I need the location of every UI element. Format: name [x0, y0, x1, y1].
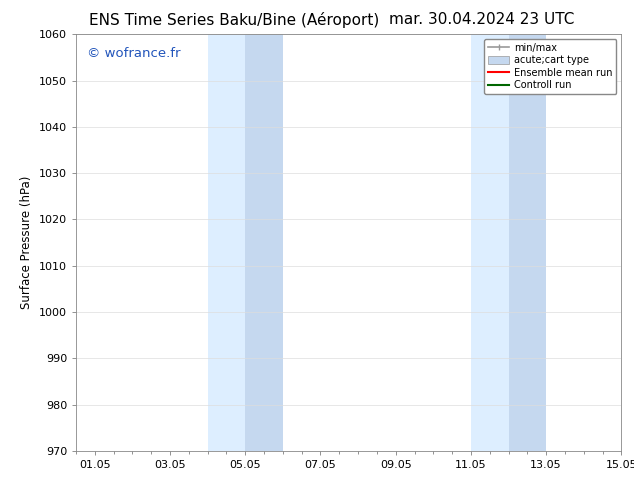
Bar [471, 34, 546, 451]
Text: © wofrance.fr: © wofrance.fr [87, 47, 181, 60]
Bar [208, 34, 283, 451]
Bar [245, 34, 283, 451]
Y-axis label: Surface Pressure (hPa): Surface Pressure (hPa) [20, 176, 34, 309]
Bar [508, 34, 546, 451]
Text: mar. 30.04.2024 23 UTC: mar. 30.04.2024 23 UTC [389, 12, 574, 27]
Legend: min/max, acute;cart type, Ensemble mean run, Controll run: min/max, acute;cart type, Ensemble mean … [484, 39, 616, 94]
Text: ENS Time Series Baku/Bine (Aéroport): ENS Time Series Baku/Bine (Aéroport) [89, 12, 380, 28]
